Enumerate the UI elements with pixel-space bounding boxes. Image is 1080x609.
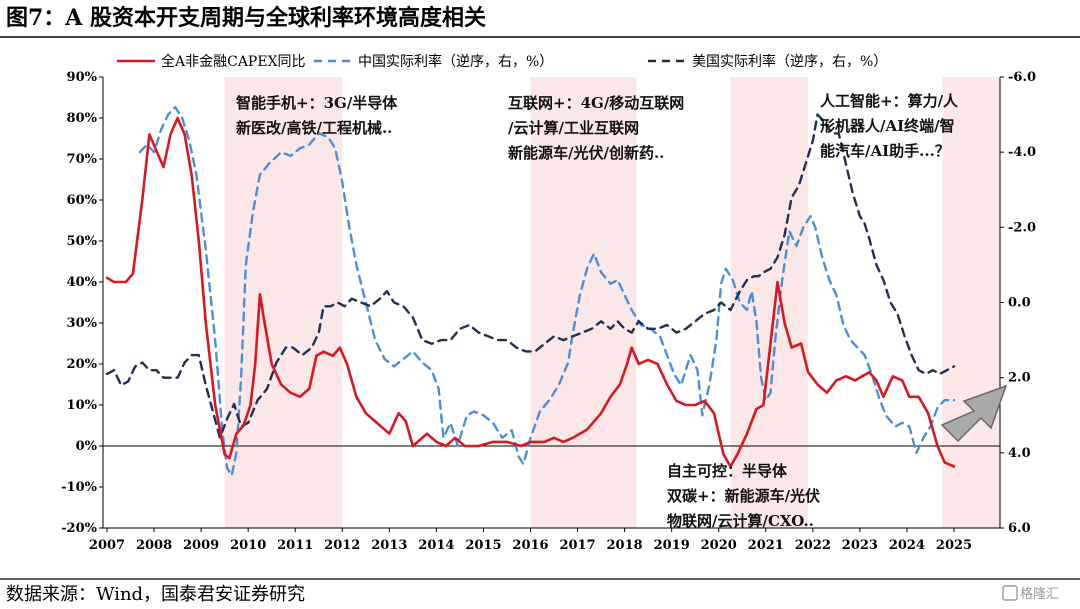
annotation-line: 新医改/高铁/工程机械.. xyxy=(236,119,392,137)
left-tick-label: 0% xyxy=(76,439,98,454)
left-tick-label: -10% xyxy=(61,480,97,495)
shaded-period xyxy=(730,77,809,528)
right-tick-label: -4.0 xyxy=(1008,145,1036,160)
x-tick-label: 2013 xyxy=(371,538,407,553)
watermark-text: 格隆汇 xyxy=(1020,586,1059,602)
x-tick-label: 2008 xyxy=(136,538,172,553)
x-tick-label: 2014 xyxy=(418,538,454,553)
x-tick-label: 2025 xyxy=(936,538,972,553)
annotation-line: 新能源车/光伏/创新药.. xyxy=(508,144,664,162)
x-tick-label: 2011 xyxy=(277,538,313,553)
right-tick-label: 0.0 xyxy=(1008,296,1031,311)
watermark: 格隆汇 xyxy=(1002,585,1059,602)
legend-entry: 中国实际利率（逆序，右，%） xyxy=(358,53,553,70)
left-tick-label: 20% xyxy=(67,357,98,372)
source-note: 数据来源：Wind，国泰君安证券研究 xyxy=(6,584,305,605)
legend-entry: 全A非金融CAPEX同比 xyxy=(161,53,306,70)
x-tick-label: 2020 xyxy=(701,538,737,553)
shaded-period xyxy=(942,77,1000,528)
x-tick-label: 2024 xyxy=(889,538,925,553)
x-tick-label: 2007 xyxy=(89,538,125,553)
shaded-period xyxy=(530,77,637,528)
x-tick-label: 2017 xyxy=(559,538,595,553)
annotation-line: 人工智能+：算力/人 xyxy=(820,92,959,110)
left-tick-label: 50% xyxy=(67,234,98,249)
left-tick-label: 70% xyxy=(67,152,98,167)
axes: -20% -10% 0% 10% 20% 30% 40% 50% 60% 70% 80% 90% -6.… xyxy=(61,70,1036,553)
watermark-logo-icon xyxy=(1002,585,1018,601)
annotation-line: 互联网+：4G/移动互联网 xyxy=(508,94,684,112)
x-tick-label: 2009 xyxy=(183,538,219,553)
left-tick-label: 40% xyxy=(67,275,98,290)
series-line-2 xyxy=(105,113,956,439)
left-tick-label: 30% xyxy=(67,316,98,331)
annotation-line: 智能手机+：3G/半导体 xyxy=(236,94,398,112)
left-tick-label: 90% xyxy=(67,70,98,85)
x-tick-label: 2021 xyxy=(748,538,784,553)
left-tick-label: 10% xyxy=(67,398,98,413)
shaded-period xyxy=(224,77,343,528)
left-tick-label: 80% xyxy=(67,111,98,126)
left-tick-label: -20% xyxy=(61,521,97,536)
x-tick-label: 2016 xyxy=(512,538,548,553)
right-tick-label: -2.0 xyxy=(1008,220,1036,235)
legend: 全A非金融CAPEX同比 中国实际利率（逆序，右，%） 美国实际利率（逆序，右，%） xyxy=(117,53,887,70)
right-tick-label: 6.0 xyxy=(1008,521,1031,536)
x-tick-label: 2010 xyxy=(230,538,266,553)
x-tick-label: 2019 xyxy=(654,538,690,553)
series-lines xyxy=(105,105,956,477)
shaded-periods xyxy=(224,77,1000,528)
right-tick-label: 2.0 xyxy=(1008,371,1031,386)
up-arrow-group xyxy=(940,384,1008,443)
x-tick-label: 2015 xyxy=(465,538,501,553)
annotation-line: /云计算/工业互联网 xyxy=(508,119,639,137)
annotation-line: 形机器人/AI终端/智 xyxy=(820,117,955,135)
x-tick-label: 2018 xyxy=(607,538,643,553)
chart-title: 图7：A 股资本开支周期与全球利率环境高度相关 xyxy=(6,5,486,31)
x-tick-label: 2022 xyxy=(795,538,831,553)
right-tick-label: -6.0 xyxy=(1008,70,1036,85)
legend-entry: 美国实际利率（逆序，右，%） xyxy=(692,53,887,70)
up-arrow-icon xyxy=(940,384,1008,443)
annotation-line: 自主可控：半导体 xyxy=(667,462,788,480)
annotation-line: 物联网/云计算/CXO.. xyxy=(667,512,814,530)
right-tick-label: 4.0 xyxy=(1008,446,1031,461)
left-tick-label: 60% xyxy=(67,193,98,208)
annotation-line: 双碳+：新能源车/光伏 xyxy=(667,487,820,505)
x-tick-label: 2012 xyxy=(324,538,360,553)
annotation-line: 能汽车/AI助手...？ xyxy=(820,142,950,160)
x-tick-label: 2023 xyxy=(842,538,878,553)
series-line-0 xyxy=(105,116,956,468)
